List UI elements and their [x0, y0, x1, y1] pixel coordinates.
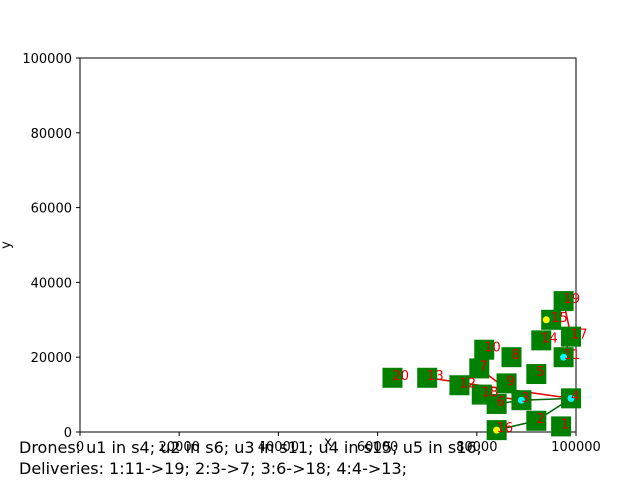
station-marker: [469, 358, 490, 379]
x-axis-label: x: [324, 435, 332, 450]
caption-deliveries: Deliveries: 1:11->19; 2:3->7; 3:6->18; 4…: [19, 459, 408, 478]
drone-marker: [493, 426, 501, 434]
station-marker: [471, 384, 492, 405]
station-marker: [553, 291, 574, 312]
station-marker: [474, 339, 495, 360]
y-tick-label: 20000: [31, 351, 72, 366]
station-label: 18: [482, 386, 499, 401]
station-label: 2: [536, 412, 544, 427]
y-tick-label: 40000: [31, 276, 72, 291]
y-tick-label: 0: [64, 426, 72, 441]
y-tick-label: 100000: [22, 52, 72, 67]
station-label: 6: [497, 395, 505, 410]
station-marker: [541, 309, 562, 330]
stations-layer: [382, 291, 582, 441]
station-marker: [531, 330, 552, 351]
drone-marker: [517, 396, 525, 404]
station-label: 19: [564, 292, 581, 307]
station-marker: [551, 416, 572, 437]
station-label: 4: [571, 389, 579, 404]
drones-layer: [493, 316, 575, 434]
x-tick-label: 60000: [357, 440, 398, 455]
drone-marker: [542, 316, 550, 324]
station-marker: [526, 410, 547, 431]
station-label: 13: [427, 369, 444, 384]
drone-marker: [567, 394, 575, 402]
plot-frame: [79, 57, 577, 433]
x-tick-label: 20000: [159, 440, 200, 455]
drone-path: [496, 397, 572, 405]
station-label: 14: [541, 331, 558, 346]
y-tick-label: 80000: [31, 127, 72, 142]
station-label: 7: [479, 359, 487, 374]
station-label: 16: [497, 421, 514, 436]
x-tick-label: 40000: [258, 440, 299, 455]
x-tick-label: 80000: [456, 440, 497, 455]
station-marker: [496, 373, 517, 394]
station-label: 3: [521, 391, 529, 406]
station-marker: [382, 367, 403, 388]
station-label: 9: [507, 374, 515, 389]
station-marker: [561, 326, 582, 347]
station-label: 20: [392, 369, 409, 384]
y-axis-label: y: [0, 241, 14, 249]
y-tick-label: 60000: [31, 202, 72, 217]
station-marker: [449, 375, 470, 396]
station-label: 8: [512, 348, 520, 363]
station-label: 17: [571, 328, 588, 343]
caption-drones: Drones: u1 in s4; u2 in s6; u3 in s11; u…: [19, 438, 482, 457]
station-label: 12: [459, 376, 476, 391]
x-tick-label: 0: [76, 440, 84, 455]
station-marker: [501, 347, 522, 368]
station-label: 1: [561, 417, 569, 432]
x-tick-label: 100000: [551, 440, 601, 455]
station-label: 11: [564, 348, 581, 363]
station-label: 5: [536, 365, 544, 380]
axes-layer: 0 20000 40000 60000 80000 100000 0 20000 40000 60…: [22, 52, 600, 455]
station-label: 10: [484, 341, 501, 356]
station-label: 15: [551, 311, 568, 326]
station-marker: [526, 364, 547, 385]
drone-marker: [560, 353, 568, 361]
station-marker: [417, 367, 438, 388]
